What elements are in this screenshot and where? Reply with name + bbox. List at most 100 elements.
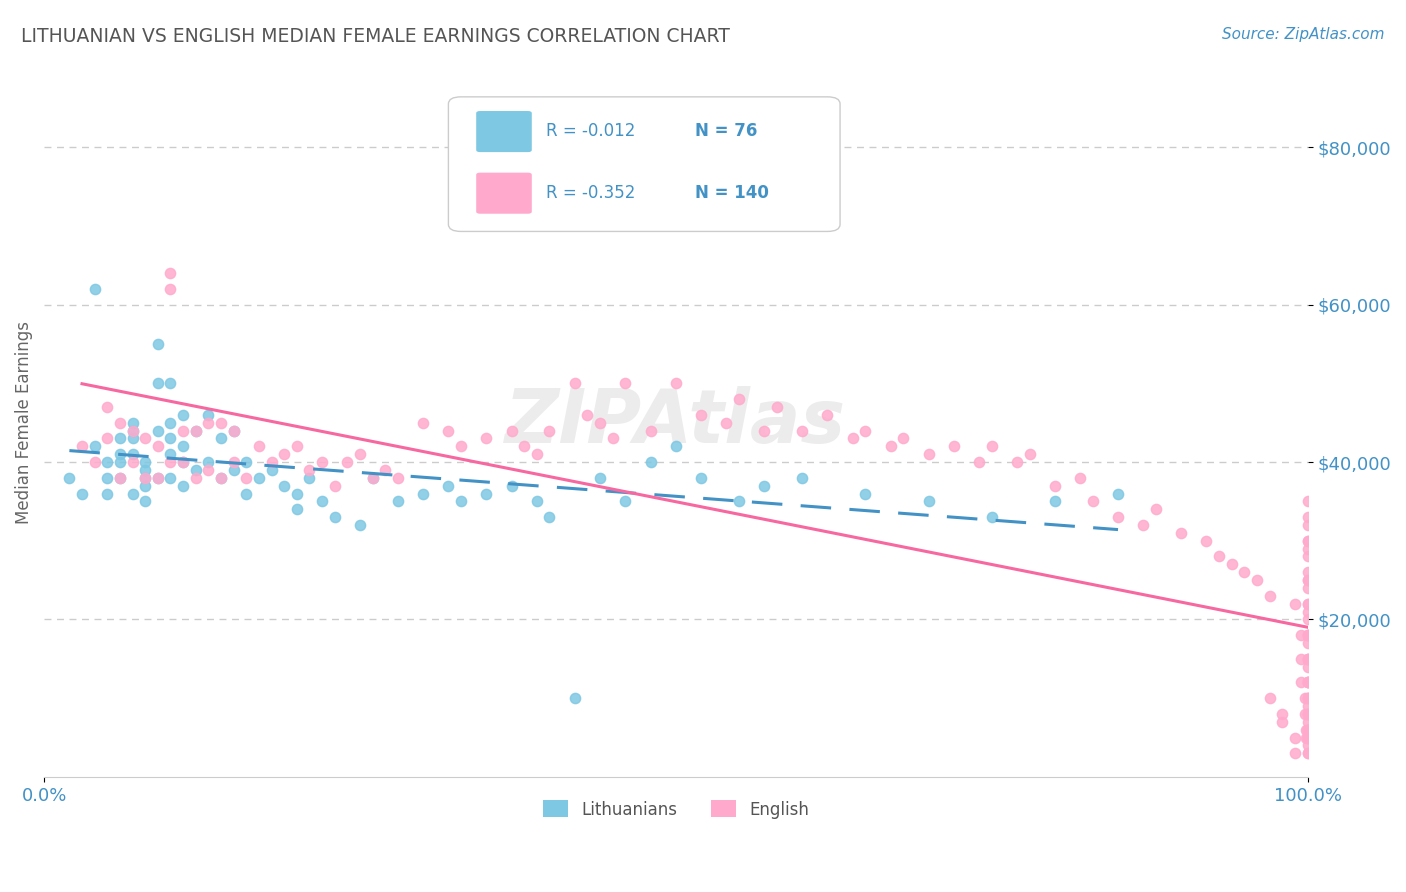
Point bbox=[589, 471, 612, 485]
Point bbox=[1296, 549, 1319, 564]
Point bbox=[1107, 486, 1129, 500]
Point bbox=[1144, 502, 1167, 516]
Point bbox=[273, 447, 295, 461]
Point bbox=[1296, 573, 1319, 587]
Point bbox=[159, 471, 181, 485]
Point bbox=[1195, 533, 1218, 548]
Point bbox=[576, 408, 599, 422]
Point bbox=[108, 455, 131, 469]
Point bbox=[1081, 494, 1104, 508]
Point bbox=[83, 439, 105, 453]
Point bbox=[1296, 675, 1319, 690]
Point bbox=[134, 471, 156, 485]
Point bbox=[754, 478, 776, 492]
Point bbox=[1296, 731, 1319, 745]
Point bbox=[134, 494, 156, 508]
Point bbox=[754, 424, 776, 438]
Point bbox=[1294, 706, 1316, 721]
Point bbox=[1296, 691, 1319, 706]
Point bbox=[853, 486, 876, 500]
Point bbox=[1296, 628, 1319, 642]
Point bbox=[146, 424, 169, 438]
Point bbox=[980, 439, 1002, 453]
Y-axis label: Median Female Earnings: Median Female Earnings bbox=[15, 321, 32, 524]
Point bbox=[387, 494, 409, 508]
Point bbox=[450, 439, 472, 453]
Point bbox=[1295, 723, 1317, 737]
Point bbox=[361, 471, 384, 485]
Point bbox=[349, 518, 371, 533]
Point bbox=[83, 455, 105, 469]
Point bbox=[917, 447, 939, 461]
Point bbox=[1296, 723, 1319, 737]
Point bbox=[184, 463, 207, 477]
Point bbox=[589, 416, 612, 430]
Point bbox=[298, 463, 321, 477]
Point bbox=[298, 471, 321, 485]
Point bbox=[134, 455, 156, 469]
Point bbox=[285, 439, 308, 453]
Point bbox=[1296, 605, 1319, 619]
Point bbox=[108, 471, 131, 485]
Point bbox=[538, 424, 561, 438]
Point bbox=[1296, 706, 1319, 721]
Point bbox=[1043, 478, 1066, 492]
Point bbox=[209, 432, 232, 446]
Point bbox=[273, 478, 295, 492]
Point bbox=[172, 455, 194, 469]
Point bbox=[197, 463, 219, 477]
Point bbox=[1296, 706, 1319, 721]
Point bbox=[1296, 494, 1319, 508]
Point bbox=[1296, 706, 1319, 721]
Point bbox=[1271, 714, 1294, 729]
Point bbox=[209, 471, 232, 485]
Point bbox=[1296, 675, 1319, 690]
Point bbox=[437, 478, 460, 492]
Point bbox=[121, 455, 143, 469]
Point bbox=[247, 471, 270, 485]
Point bbox=[1296, 723, 1319, 737]
Point bbox=[1296, 636, 1319, 650]
Point bbox=[361, 471, 384, 485]
Point bbox=[1296, 652, 1319, 666]
Point bbox=[1296, 746, 1319, 760]
Point bbox=[374, 463, 396, 477]
Point bbox=[602, 432, 624, 446]
Point bbox=[159, 455, 181, 469]
Point bbox=[450, 494, 472, 508]
Point bbox=[121, 424, 143, 438]
Point bbox=[1296, 652, 1319, 666]
Point bbox=[412, 486, 434, 500]
Point bbox=[209, 416, 232, 430]
Point bbox=[665, 376, 688, 391]
Point bbox=[387, 471, 409, 485]
Point bbox=[184, 424, 207, 438]
Point bbox=[1294, 691, 1316, 706]
Point bbox=[336, 455, 359, 469]
Text: ZIPAtlas: ZIPAtlas bbox=[505, 386, 846, 459]
Point bbox=[323, 478, 346, 492]
Point bbox=[197, 408, 219, 422]
Point bbox=[121, 432, 143, 446]
Point bbox=[1296, 597, 1319, 611]
Point bbox=[1295, 731, 1317, 745]
Point bbox=[70, 439, 93, 453]
Point bbox=[235, 471, 257, 485]
Point bbox=[96, 432, 118, 446]
Point bbox=[58, 471, 80, 485]
Point bbox=[665, 439, 688, 453]
Point bbox=[1296, 628, 1319, 642]
Point bbox=[146, 337, 169, 351]
Point bbox=[1296, 675, 1319, 690]
Point bbox=[792, 424, 814, 438]
Point bbox=[172, 455, 194, 469]
Point bbox=[1296, 518, 1319, 533]
Point bbox=[475, 486, 498, 500]
Point bbox=[1296, 533, 1319, 548]
Point bbox=[640, 455, 662, 469]
Point bbox=[159, 266, 181, 280]
Point bbox=[146, 471, 169, 485]
Text: R = -0.012: R = -0.012 bbox=[546, 122, 636, 140]
Point bbox=[96, 471, 118, 485]
FancyBboxPatch shape bbox=[449, 97, 839, 231]
